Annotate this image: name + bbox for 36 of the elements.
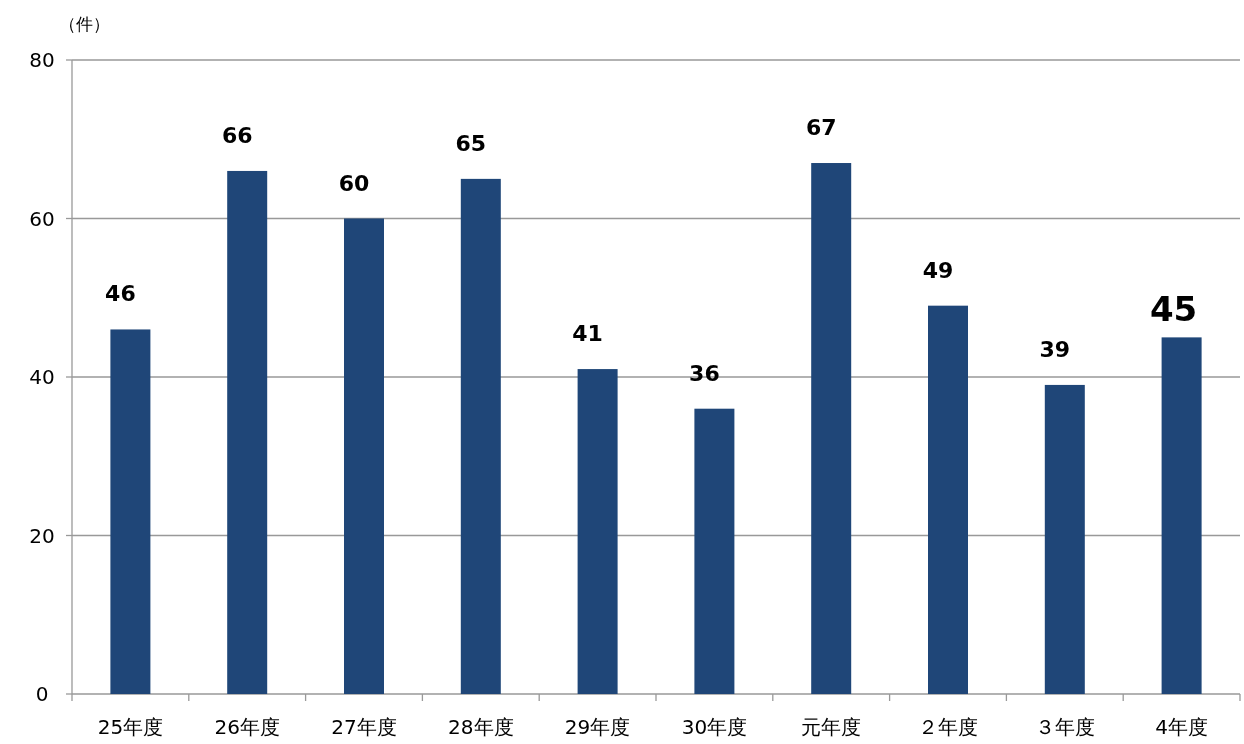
bar [577,369,618,694]
data-label: 67 [805,115,837,141]
x-tick-label: 28年度 [448,715,514,739]
x-tick-label: 元年度 [801,715,862,739]
x-tick-label: ３年度 [1034,715,1095,739]
data-label: 60 [338,170,370,196]
x-tick-label: 30年度 [681,715,748,739]
y-tick-label: 40 [29,365,55,389]
data-label: 46 [105,281,136,307]
data-label: 41 [572,321,603,347]
x-tick-label: 26年度 [214,715,280,739]
data-label: 66 [221,122,253,148]
x-tick-label: 25年度 [97,715,164,739]
y-tick-label: 0 [35,682,49,706]
bar [1161,337,1202,694]
y-axis-title: （件） [58,14,110,34]
x-tick-label: 4年度 [1155,715,1208,739]
data-label: 65 [455,130,487,156]
bar [928,305,968,694]
bar [344,218,384,694]
bar [227,170,268,694]
bar [694,408,735,694]
x-tick-label: 29年度 [564,715,631,739]
data-label: 45 [1149,289,1198,330]
x-tick-label: ２年度 [918,715,978,739]
data-label: 36 [689,360,720,386]
bar [460,178,501,694]
bar [811,163,852,694]
y-tick-label: 20 [29,523,55,548]
data-label: 39 [1039,336,1071,362]
y-tick-label: 60 [29,206,55,231]
bar [1044,384,1085,694]
y-tick-label: 80 [29,48,55,72]
x-tick-label: 27年度 [331,715,397,739]
bar [110,329,151,694]
data-label: 49 [922,257,954,283]
